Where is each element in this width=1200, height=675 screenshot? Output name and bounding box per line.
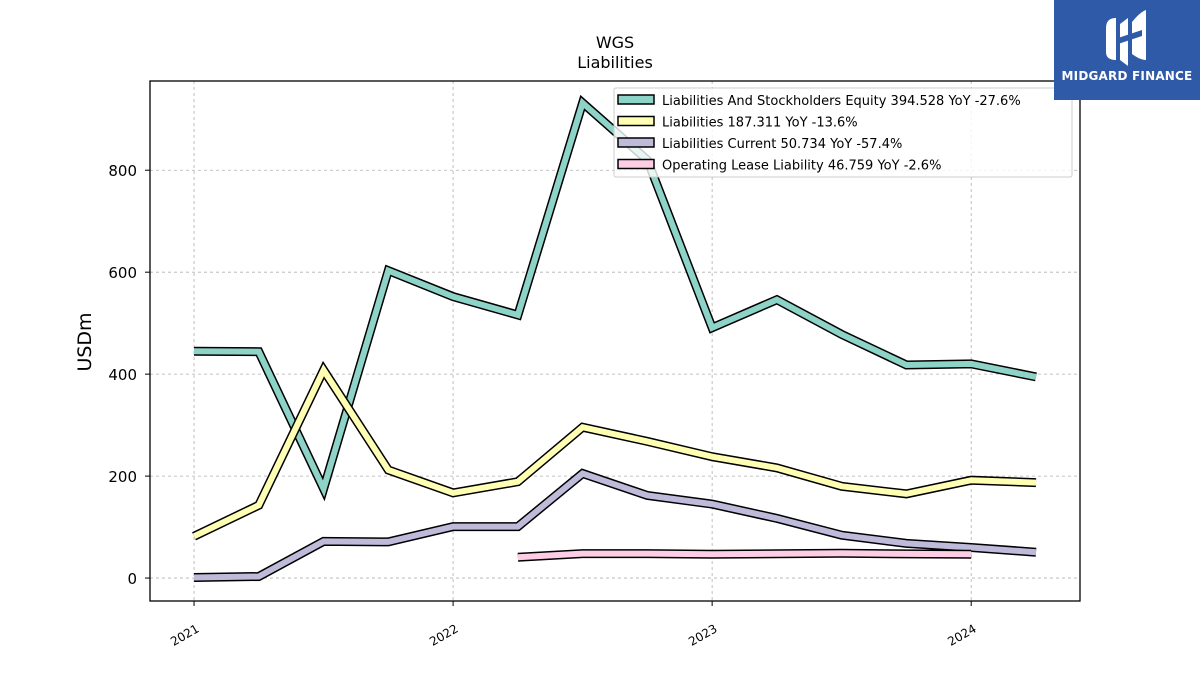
- chart-title: WGS: [596, 33, 634, 52]
- x-tick-label: 2023: [686, 621, 719, 648]
- series-line-1: [192, 360, 1037, 541]
- legend-swatch: [617, 137, 655, 148]
- chart-subtitle: Liabilities: [577, 53, 653, 72]
- legend-swatch: [617, 115, 655, 127]
- legend-entry-label: Liabilities And Stockholders Equity 394.…: [662, 94, 1021, 109]
- legend-entry-label: Liabilities Current 50.734 YoY -57.4%: [662, 137, 902, 152]
- x-tick-label: 2022: [427, 621, 460, 648]
- y-tick-label: 400: [108, 366, 137, 384]
- legend-entry-label: Liabilities 187.311 YoY -13.6%: [662, 116, 858, 131]
- y-tick-label: 600: [108, 264, 137, 282]
- y-tick-label: 800: [108, 162, 137, 180]
- y-tick-label: 0: [127, 570, 137, 588]
- plot-frame: [149, 80, 1081, 602]
- series-line-3: [517, 548, 972, 562]
- series-stroke: [192, 363, 1037, 540]
- brand-logo: MIDGARD FINANCE: [1054, 0, 1200, 100]
- series-stroke: [193, 470, 1037, 581]
- y-axis-label: USDm: [74, 312, 96, 371]
- series-outline: [192, 360, 1037, 541]
- legend-swatch: [617, 94, 655, 105]
- legend: Liabilities And Stockholders Equity 394.…: [613, 87, 1073, 178]
- midgard-logo-icon: [1106, 10, 1146, 66]
- legend-box: [613, 87, 1073, 178]
- series-stroke: [517, 550, 972, 561]
- brand-name: MIDGARD FINANCE: [1061, 69, 1193, 83]
- series-line-2: [193, 468, 1037, 582]
- x-tick-label: 2021: [168, 621, 201, 648]
- x-tick-label: 2024: [945, 621, 978, 648]
- y-tick-label: 200: [108, 468, 137, 486]
- series-lines: [192, 94, 1037, 582]
- legend-swatch: [617, 158, 655, 170]
- legend-entry-label: Operating Lease Liability 46.759 YoY -2.…: [662, 159, 941, 174]
